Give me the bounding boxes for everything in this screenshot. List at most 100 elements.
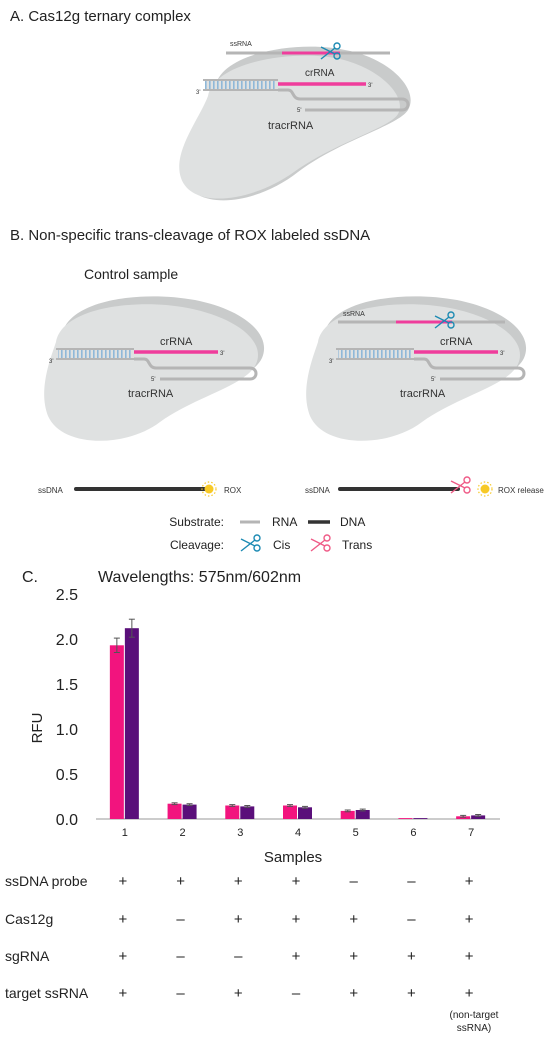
control-ssdna: ssDNA ROX [38,481,242,497]
tracrrna-5prime: 5' [431,377,435,383]
table-cell: – [176,985,185,1002]
panel-b-title: B. Non-specific trans-cleavage of ROX la… [10,227,370,244]
table-cell: – [234,948,243,965]
chart-bars [109,618,486,819]
table-row-label: target ssRNA [5,985,89,1001]
bar-sample-5-series-1 [340,810,355,819]
table-cell: + [465,911,474,928]
active-complex: ssRNA crRNA 3' 3' 5' tracrRNA [306,296,527,441]
dna-legend-label: DNA [340,515,365,529]
table-cell: + [292,911,301,928]
table-cell: + [349,948,358,965]
legend: Substrate: RNA DNA Cleavage: Cis Trans [169,515,372,552]
table-cell: + [234,985,243,1002]
error-bar [302,805,308,809]
cleaved-ssdna: ssDNA ROX release [305,476,544,497]
x-tick-label: 5 [353,827,359,839]
cis-legend-label: Cis [273,538,290,552]
rox-label: ROX [224,486,242,495]
chart-ticks: 0.0 0.5 1.0 1.5 2.0 2.5 1 2 3 4 5 6 7 [56,587,474,839]
table-cell: + [234,911,243,928]
error-bar [171,802,178,806]
substrate-label: Substrate: [169,515,224,529]
bar-sample-3-series-1 [225,805,240,819]
bar-sample-4-series-2 [298,807,312,819]
duplex-3prime: 3' [49,359,53,365]
bar-sample-1-series-1 [109,645,124,819]
error-bar [229,804,236,807]
tracrrna-loop [278,88,410,112]
rox-dye-icon [201,481,217,497]
duplex-region [58,349,132,359]
x-tick-label: 7 [468,827,474,839]
bar-sample-2-series-1 [167,803,182,819]
sample-table: ssDNA probe + + + + – – + Cas12g + – + + + – + sgRNA + – – +… [5,873,474,1002]
error-bar [460,814,467,818]
table-cell: + [465,985,474,1002]
table-cell: + [465,873,474,890]
table-cell: + [292,948,301,965]
table-footnote-line2: ssRNA) [457,1023,491,1034]
crrna-3prime: 3' [368,83,372,89]
table-cell: – [350,873,359,890]
table-cell: – [407,873,416,890]
crrna-label: crRNA [440,336,473,348]
table-cell: + [349,911,358,928]
panel-a-title: A. Cas12g ternary complex [10,8,191,25]
table-cell: + [176,873,185,890]
table-cell: + [292,873,301,890]
error-bar [359,808,366,812]
duplex-region [338,349,412,359]
bar-sample-6-series-2 [413,818,428,819]
bar-sample-6-series-1 [398,818,413,819]
bar-sample-7-series-2 [471,815,486,819]
panel-a-complex: ssRNA crRNA 3' 3' 5' tracrRNA [179,41,411,201]
y-tick-label: 2.5 [56,587,78,604]
chart-title: Wavelengths: 575nm/602nm [98,569,301,586]
rox-release-label: ROX release [498,486,544,495]
rna-legend-label: RNA [272,515,297,529]
y-tick-label: 1.0 [56,722,78,739]
table-cell: – [292,985,301,1002]
table-row-label: Cas12g [5,911,53,927]
crrna-3prime: 3' [500,351,504,357]
tracrrna-5prime: 5' [297,108,301,114]
control-complex: crRNA 3' 3' 5' tracrRNA [44,296,265,441]
table-cell: + [118,873,127,890]
table-footnote-line1: (non-target [450,1010,499,1021]
error-bar [113,637,120,653]
y-tick-label: 0.5 [56,767,78,784]
cleavage-label: Cleavage: [170,538,224,552]
tracrrna-label: tracrRNA [268,120,314,132]
crrna-label: crRNA [305,68,335,79]
tracrrna-label: tracrRNA [128,388,174,400]
rox-dye-icon [477,481,493,497]
ssdna-label: ssDNA [305,486,331,495]
table-cell: + [118,985,127,1002]
bar-sample-2-series-2 [182,804,197,819]
panel-c-label: C. [22,569,38,586]
y-axis-label: RFU [29,713,46,744]
table-cell: + [118,948,127,965]
x-tick-label: 2 [180,827,186,839]
error-bar [244,805,251,808]
trans-legend-label: Trans [342,538,372,552]
y-tick-label: 1.5 [56,677,78,694]
y-tick-label: 2.0 [56,632,78,649]
x-tick-label: 1 [122,827,128,839]
tracrrna-loop [414,357,526,381]
tracrrna-label: tracrRNA [400,388,446,400]
duplex-3prime: 3' [196,90,200,96]
duplex-3prime: 3' [329,359,333,365]
ssrna-label: ssRNA [230,41,252,48]
table-cell: + [118,911,127,928]
x-tick-label: 4 [295,827,301,839]
table-cell: – [176,948,185,965]
table-cell: + [407,948,416,965]
cis-scissors-icon [320,42,341,60]
ssrna-label: ssRNA [343,311,365,318]
bar-sample-4-series-1 [283,805,297,819]
cis-scissors-icon [434,311,455,329]
ssdna-label: ssDNA [38,486,64,495]
